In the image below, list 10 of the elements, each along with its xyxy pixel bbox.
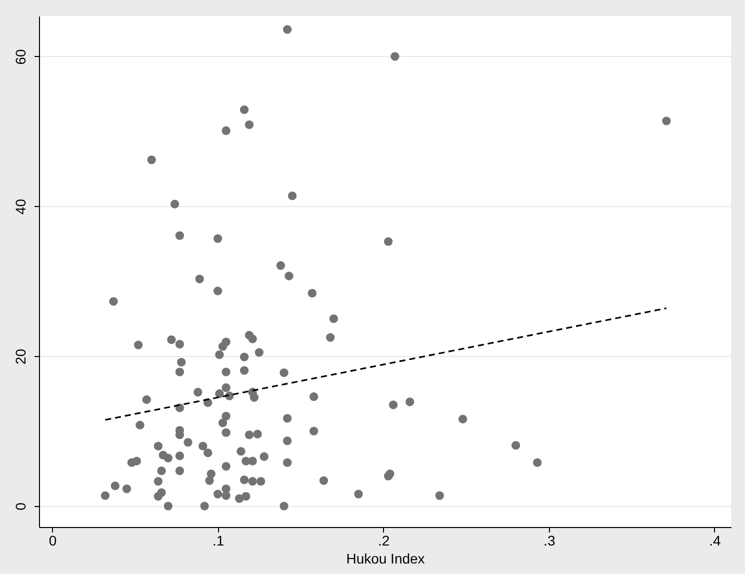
x-tick-label: 0 — [48, 532, 57, 548]
x-tick-label: .4 — [709, 532, 721, 548]
x-axis-title: Hukou Index — [346, 550, 425, 566]
x-tick-label: .1 — [212, 532, 224, 548]
y-tick-label: 60 — [12, 48, 28, 65]
y-tick-label: 40 — [12, 198, 28, 215]
y-tick-label: 20 — [12, 348, 28, 364]
x-tick-label: .3 — [544, 532, 556, 548]
y-tick-label: 0 — [12, 502, 28, 510]
x-tick-label: .2 — [378, 532, 390, 548]
